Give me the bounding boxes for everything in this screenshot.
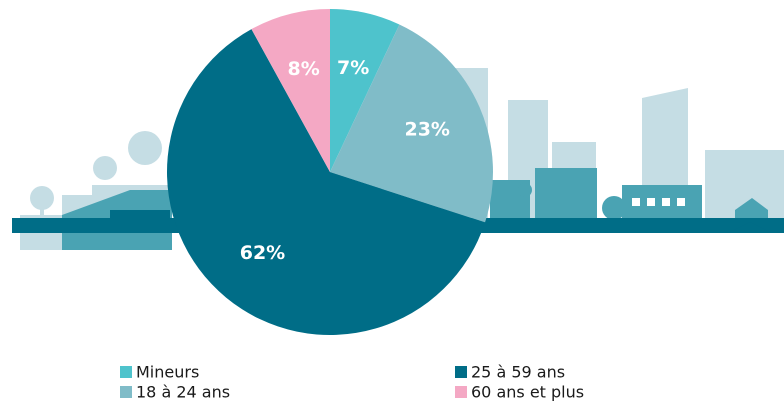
legend-label: 18 à 24 ans [136,383,230,402]
pie-slice [330,9,400,172]
slice-label: 62% [240,242,285,264]
pie: 7% 23% 62% 8% [167,9,493,335]
legend-label: 60 ans et plus [471,383,584,402]
legend-swatch [120,366,132,378]
legend-swatch [455,386,467,398]
pie-slice [251,9,330,172]
slice-label: 8% [288,58,320,80]
legend-swatch [455,366,467,378]
pie-slice [330,24,493,223]
slice-label: 23% [404,118,449,140]
legend-swatch [120,386,132,398]
legend-label: Mineurs [136,363,199,382]
legend-label: 25 à 59 ans [471,363,565,382]
pie-slice [167,29,486,335]
slice-label: 7% [337,57,369,79]
